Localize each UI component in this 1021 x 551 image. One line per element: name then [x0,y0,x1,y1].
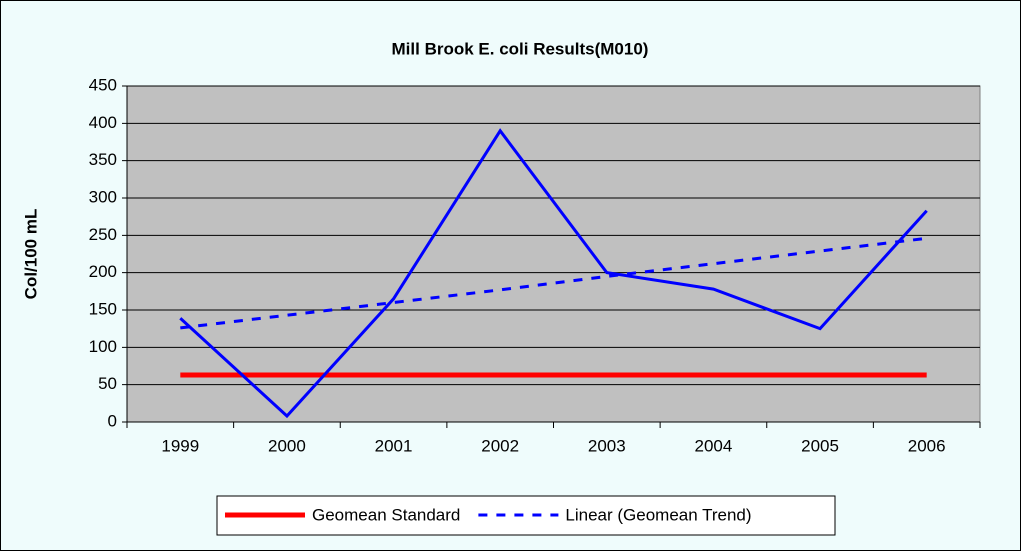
y-tick-label: 350 [89,150,117,169]
y-tick-label: 200 [89,262,117,281]
x-tick-label: 2000 [268,436,306,455]
x-tick-label: 2002 [481,436,519,455]
x-tick-label: 2003 [588,436,626,455]
y-tick-label: 50 [98,374,117,393]
y-axis-label: Col/100 mL [21,209,40,300]
series-line [179,128,928,419]
legend-label: Linear (Geomean Trend) [565,505,751,524]
x-tick-label: 2004 [695,436,733,455]
y-tick-label: 250 [89,225,117,244]
x-tick-label: 2001 [375,436,413,455]
x-tick-label: 1999 [161,436,199,455]
y-tick-label: 300 [89,187,117,206]
x-tick-label: 2005 [801,436,839,455]
y-tick-label: 450 [89,75,117,94]
chart-title: Mill Brook E. coli Results(M010) [392,39,649,58]
y-tick-label: 100 [89,337,117,356]
legend [216,495,836,536]
y-tick-label: 0 [108,411,117,430]
plot-area [126,85,981,423]
legend-label: Geomean Standard [312,505,460,524]
y-tick-label: 400 [89,113,117,132]
x-tick-label: 2006 [908,436,946,455]
y-tick-label: 150 [89,299,117,318]
